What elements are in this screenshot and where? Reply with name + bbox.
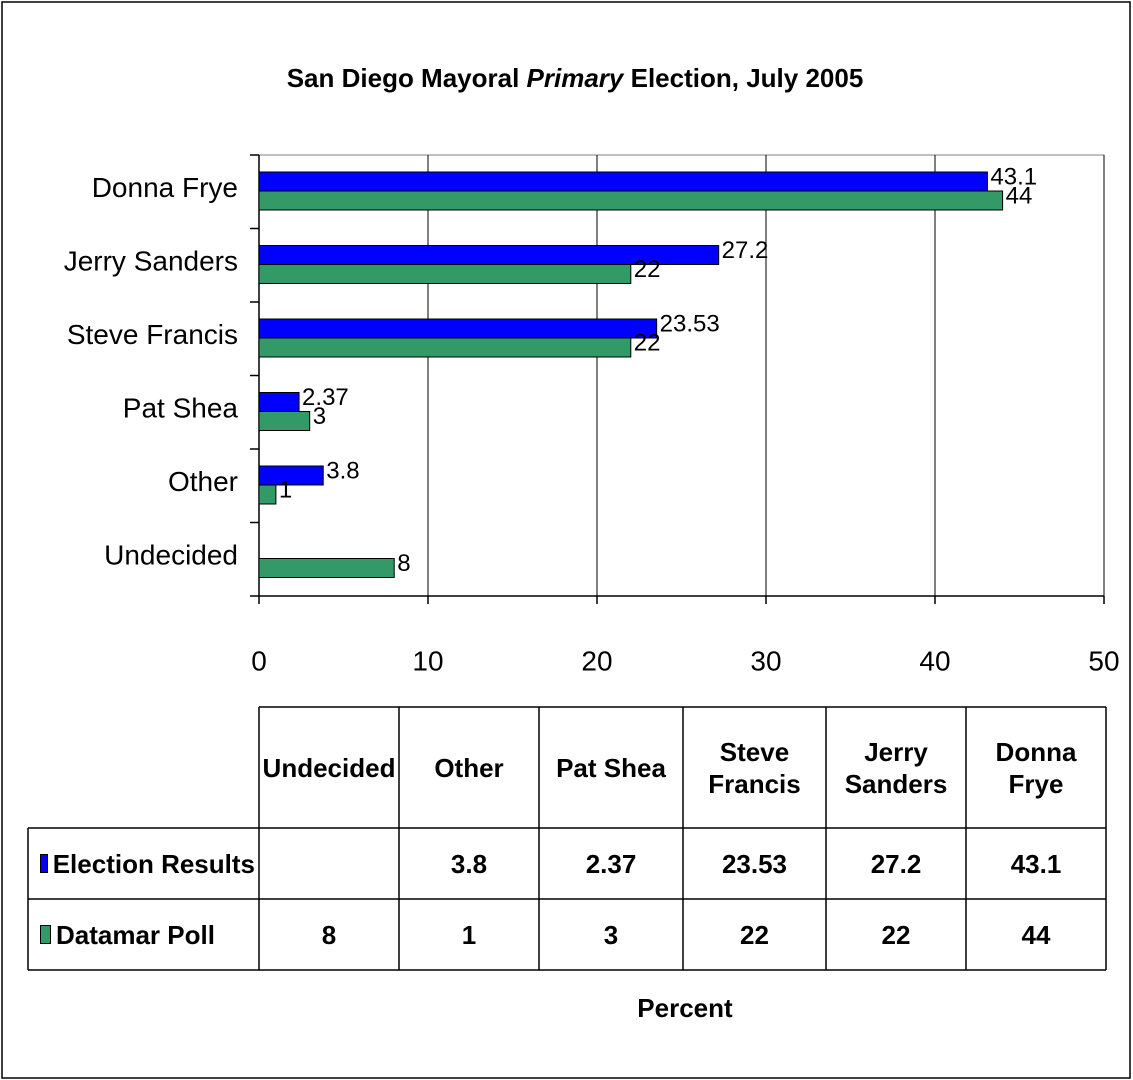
table-cell: 22 xyxy=(881,919,911,950)
data-label: 44 xyxy=(1006,182,1033,209)
bar xyxy=(258,337,632,358)
table-cell: 43.1 xyxy=(1010,848,1062,879)
title-part: San Diego Mayoral xyxy=(287,63,527,93)
x-tick-label: 40 xyxy=(919,645,950,676)
table-cell: 3 xyxy=(603,919,619,950)
chart-title: San Diego Mayoral Primary Election, July… xyxy=(287,63,864,93)
table-header: Undecided xyxy=(262,752,396,783)
bar xyxy=(258,190,1004,211)
x-tick-label: 10 xyxy=(412,645,443,676)
table-row-label: Datamar Poll xyxy=(28,899,259,970)
legend-key xyxy=(40,925,51,944)
y-tick-label: Steve Francis xyxy=(67,319,238,350)
data-label: 27.2 xyxy=(722,237,769,264)
title-part: Election, July 2005 xyxy=(623,63,863,93)
table-header: Pat Shea xyxy=(556,752,666,783)
table-cell: 3.8 xyxy=(450,848,488,879)
y-tick-label: Undecided xyxy=(104,539,238,570)
bar xyxy=(258,171,988,192)
data-label: 22 xyxy=(634,329,661,356)
table-cell xyxy=(259,828,399,899)
table-header: Jerry Sanders xyxy=(844,736,948,799)
table-cell: 23.53 xyxy=(721,848,788,879)
bar xyxy=(258,484,277,505)
x-tick-label: 0 xyxy=(251,645,267,676)
bar xyxy=(258,411,311,431)
y-tick-label: Jerry Sanders xyxy=(64,245,238,276)
table-cell: 44 xyxy=(1021,919,1051,950)
table-header: Steve Francis xyxy=(708,736,801,799)
data-label: 22 xyxy=(634,256,661,283)
legend-key xyxy=(40,854,48,873)
table-cell: 2.37 xyxy=(585,848,637,879)
table-cell: 27.2 xyxy=(870,848,922,879)
table-cell: 1 xyxy=(461,919,477,950)
table-row-label: Election Results xyxy=(28,828,259,899)
bar xyxy=(258,558,395,578)
bar xyxy=(258,392,300,412)
legend-label: Election Results xyxy=(52,848,255,879)
table-header: Donna Frye xyxy=(995,736,1077,799)
x-axis-title: Percent xyxy=(637,993,733,1023)
legend-label: Datamar Poll xyxy=(56,919,215,950)
data-label: 3 xyxy=(313,403,326,430)
data-label: 2.37 xyxy=(302,384,349,411)
plot-area xyxy=(258,154,1105,597)
x-tick-label: 20 xyxy=(581,645,612,676)
data-label: 1 xyxy=(279,476,292,503)
bar xyxy=(258,318,658,339)
y-tick-label: Donna Frye xyxy=(92,172,238,203)
data-label: 8 xyxy=(397,550,410,577)
table-header: Other xyxy=(434,752,504,783)
data-label: 23.53 xyxy=(660,310,720,337)
title-part: Primary xyxy=(527,63,625,93)
y-tick-label: Other xyxy=(168,466,238,497)
bar xyxy=(258,264,632,284)
data-label: 43.1 xyxy=(990,163,1037,190)
table-cell: 22 xyxy=(740,919,769,950)
data-label: 3.8 xyxy=(326,457,359,484)
x-tick-label: 50 xyxy=(1088,645,1119,676)
bar xyxy=(258,465,324,486)
table-cell: 8 xyxy=(321,919,337,950)
y-tick-label: Pat Shea xyxy=(123,392,239,423)
x-tick-label: 30 xyxy=(750,645,781,676)
